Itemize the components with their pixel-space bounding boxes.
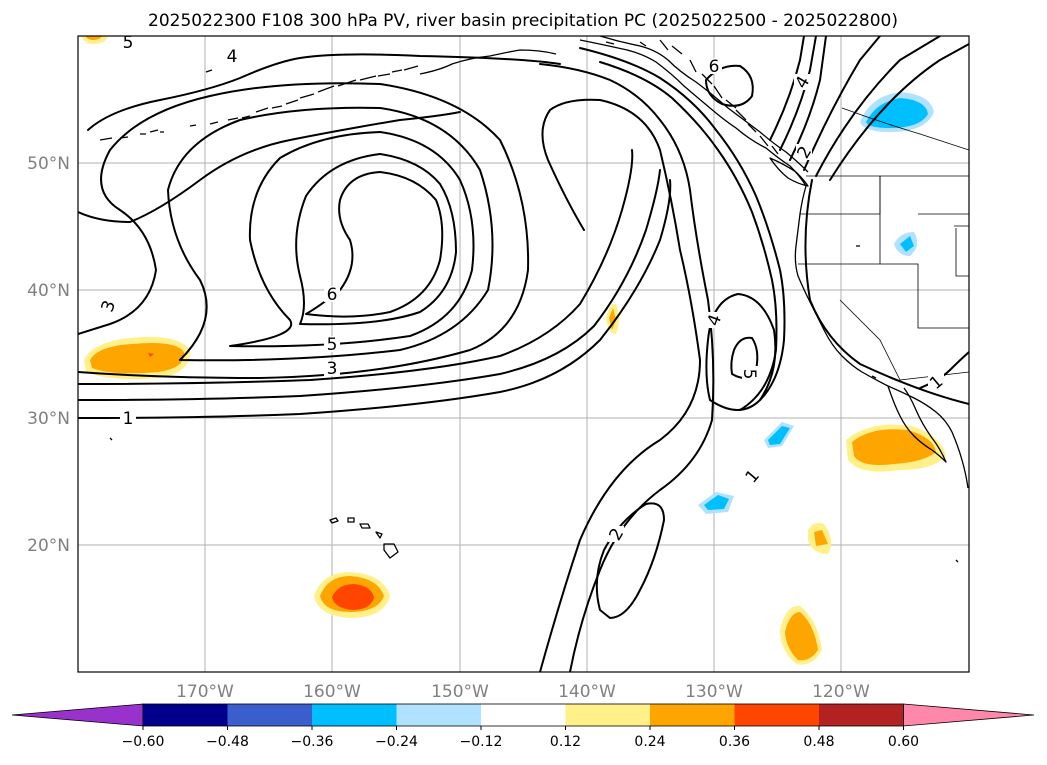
contour-label: 6	[327, 285, 338, 305]
contour-label: 5	[739, 369, 759, 380]
contour-label: 6	[709, 57, 720, 77]
colorbar-tick-label: −0.48	[206, 734, 249, 750]
pv-contours	[78, 36, 969, 672]
colorbar-tick-label: 0.36	[719, 734, 750, 750]
colorbar-swatch	[312, 704, 397, 726]
map-frame	[77, 35, 970, 673]
lat-label: 50°N	[27, 154, 70, 174]
lat-label: 40°N	[27, 281, 70, 301]
contour-6-inner	[305, 171, 444, 318]
colorbar-tick-label: −0.60	[122, 734, 165, 750]
colorbar-tick-label: −0.12	[460, 734, 503, 750]
colorbar-swatch	[734, 704, 820, 726]
figure-title: 2025022300 F108 300 hPa PV, river basin …	[148, 11, 898, 31]
contour-label: 1	[123, 409, 134, 429]
colorbar: −0.60 −0.48 −0.36 −0.24 −0.12 0.12 0.24 0.36 0.4…	[11, 703, 1035, 750]
lon-label: 160°W	[303, 682, 361, 702]
colorbar-extend-low	[11, 703, 144, 727]
precip-shading	[82, 36, 946, 665]
lon-label: 130°W	[685, 682, 743, 702]
contour-labels: 5 4 6 3 6 5 3 1 4 5 4 2 2 1	[98, 33, 947, 544]
lon-label: 140°W	[558, 682, 616, 702]
contour-label: 4	[227, 47, 238, 67]
colorbar-tick-label: 0.12	[550, 734, 581, 750]
colorbar-swatch	[396, 704, 482, 726]
lon-label: 150°W	[431, 682, 489, 702]
colorbar-swatch	[481, 704, 566, 726]
contour-label: 3	[327, 359, 338, 379]
colorbar-tick-label: −0.36	[291, 734, 334, 750]
lat-label: 20°N	[27, 536, 70, 556]
map-area	[78, 36, 969, 672]
colorbar-tick-label: 0.48	[803, 734, 834, 750]
colorbar-swatch	[819, 704, 904, 726]
lat-labels: 50°N 40°N 30°N 20°N	[27, 154, 70, 556]
colorbar-outline	[142, 703, 904, 727]
colorbar-tick-label: 0.60	[888, 734, 919, 750]
coastlines	[99, 36, 969, 563]
colorbar-swatch	[143, 704, 228, 726]
colorbar-swatch	[227, 704, 313, 726]
lon-labels: 170°W 160°W 150°W 140°W 130°W 120°W	[176, 682, 870, 702]
contour-label: 5	[327, 335, 338, 355]
colorbar-swatch	[565, 704, 651, 726]
contour-label: 5	[123, 33, 134, 53]
lon-label: 170°W	[176, 682, 234, 702]
lat-label: 30°N	[27, 409, 70, 429]
colorbar-swatch	[650, 704, 735, 726]
contour-ridge	[539, 98, 701, 672]
contour-1-west	[78, 179, 672, 419]
lon-label: 120°W	[812, 682, 870, 702]
colorbar-tick-label: −0.24	[375, 734, 418, 750]
colorbar-tick-label: 0.24	[634, 734, 665, 750]
contour-low-outer	[78, 82, 530, 379]
colorbar-extend-high	[903, 703, 1035, 727]
